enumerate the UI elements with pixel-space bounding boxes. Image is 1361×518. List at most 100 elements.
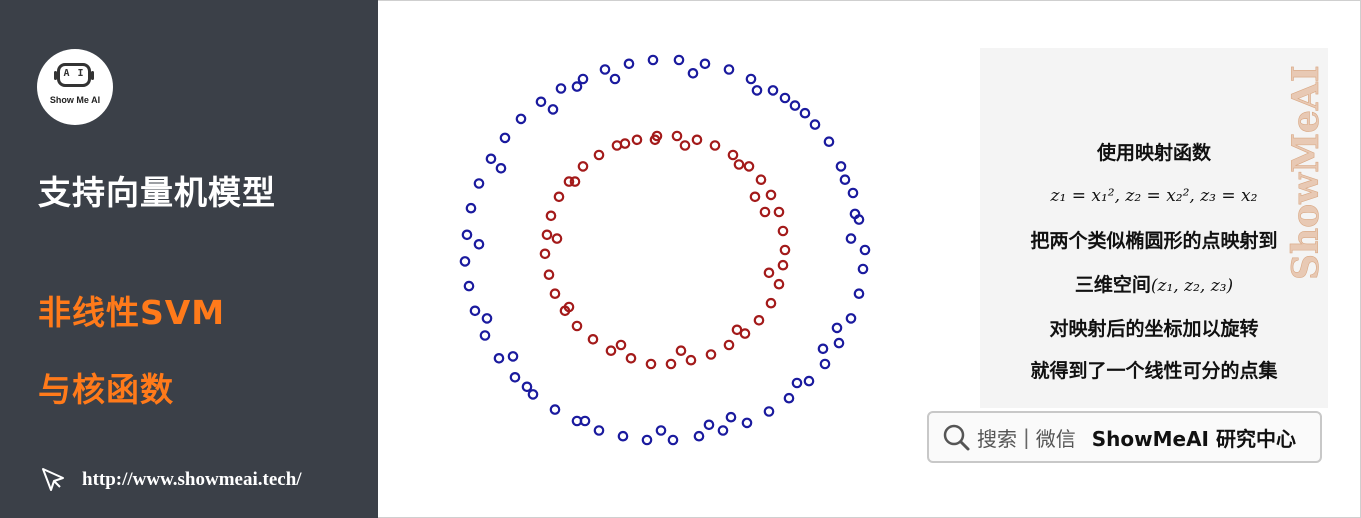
inner-ring-point	[755, 174, 767, 185]
outer-ring-point	[699, 58, 711, 70]
outer-ring-point	[623, 58, 635, 70]
inner-ring-point	[727, 149, 739, 161]
outer-ring-point	[779, 92, 791, 104]
inner-ring-point	[545, 210, 557, 222]
inner-ring-point	[625, 352, 637, 364]
inner-ring-point	[765, 189, 777, 201]
inner-ring-point	[733, 159, 745, 170]
outer-ring-point	[789, 100, 801, 111]
inner-ring-point	[541, 229, 553, 241]
section-title: 支持向量机模型	[38, 173, 276, 212]
outer-ring-point	[845, 313, 857, 324]
outer-ring-point	[549, 404, 561, 415]
explain-line-3-text: 三维空间	[1074, 274, 1151, 296]
svg-text:ShowMeAI: ShowMeAI	[1285, 65, 1327, 280]
inner-ring-point	[777, 259, 789, 271]
inner-ring-point	[569, 176, 581, 187]
outer-ring-point	[833, 337, 845, 349]
wechat-search-banner[interactable]: 搜索 | 微信 ShowMeAI 研究中心	[927, 411, 1322, 463]
wechat-label: 微信	[1035, 426, 1076, 451]
explain-line-4: 对映射后的坐标加以旋转	[1049, 318, 1259, 340]
explain-line-3: 三维空间(z₁, z₂, z₃)	[980, 270, 1328, 297]
showmeai-logo[interactable]: A I Show Me AI	[37, 49, 113, 125]
outer-ring-point	[783, 392, 795, 404]
website-link[interactable]: http://www.showmeai.tech/	[38, 465, 302, 495]
inner-ring-point	[563, 176, 575, 187]
outer-ring-point	[839, 174, 851, 185]
website-url[interactable]: http://www.showmeai.tech/	[82, 469, 302, 490]
topic-line-1: 非线性SVM	[38, 293, 226, 332]
outer-ring-point	[579, 415, 591, 427]
inner-ring-point	[753, 314, 765, 326]
outer-ring-point	[693, 430, 705, 442]
inner-ring-point	[671, 130, 683, 142]
outer-ring-point	[547, 104, 559, 115]
inner-ring-point	[779, 244, 791, 256]
inner-ring-point	[543, 269, 555, 280]
inner-ring-point	[691, 134, 703, 146]
sidebar: A I Show Me AI 支持向量机模型 非线性SVM 与核函数 http:…	[0, 0, 378, 518]
inner-ring-point	[645, 358, 657, 370]
outer-ring-point	[751, 85, 763, 96]
outer-ring-point	[767, 85, 779, 96]
outer-ring-point	[527, 389, 539, 400]
outer-ring-point	[499, 132, 511, 144]
inner-ring-point	[763, 267, 775, 279]
outer-ring-point	[741, 417, 753, 429]
outer-ring-point	[655, 425, 667, 436]
inner-ring-point	[665, 358, 677, 370]
inner-ring-point	[571, 320, 583, 332]
outer-ring-point	[819, 358, 831, 370]
logo-text: Show Me AI	[49, 95, 101, 105]
outer-ring-point	[463, 280, 475, 292]
inner-ring-point	[605, 345, 617, 356]
outer-ring-point	[673, 54, 685, 66]
outer-ring-point	[535, 96, 547, 108]
inner-ring-point	[773, 278, 785, 290]
outer-ring-point	[823, 136, 835, 147]
search-label: 搜索	[977, 426, 1017, 451]
outer-ring-point	[465, 202, 477, 214]
inner-ring-point	[723, 339, 735, 351]
inner-ring-point	[773, 206, 785, 218]
inner-ring-point	[777, 225, 789, 237]
cursor-pointer-icon	[42, 468, 64, 491]
outer-ring-point	[717, 425, 729, 436]
inner-ring-point	[731, 324, 743, 336]
inner-ring-point	[551, 233, 563, 244]
outer-ring-point	[723, 64, 735, 75]
inner-ring-point	[615, 339, 627, 351]
inner-ring-point	[679, 140, 691, 151]
scatter-plot	[400, 40, 960, 460]
inner-ring-point	[563, 301, 575, 313]
outer-ring-point	[641, 434, 653, 446]
outer-ring-point	[617, 430, 629, 442]
outer-ring-point	[507, 351, 519, 362]
outer-ring-point	[459, 256, 471, 267]
explain-line-5: 就得到了一个线性可分的点集	[1030, 360, 1278, 382]
outer-ring-point	[791, 377, 803, 389]
inner-ring-point	[709, 140, 721, 151]
explain-line-2: 把两个类似椭圆形的点映射到	[1030, 230, 1278, 252]
robot-face-icon: A I	[54, 63, 94, 87]
outer-ring-point	[831, 322, 843, 334]
mapping-formula: z₁ = x₁², z₂ = x₂², z₃ = x₂	[1050, 186, 1258, 206]
inner-ring-point	[549, 288, 561, 299]
inner-ring-point	[685, 354, 697, 366]
outer-ring-point	[687, 67, 699, 79]
outer-ring-point	[745, 73, 757, 85]
search-brand: ShowMeAI 研究中心	[1091, 426, 1296, 451]
search-icon	[943, 424, 970, 451]
outer-ring-point	[485, 153, 497, 165]
inner-ring-point	[675, 345, 687, 356]
outer-ring-point	[469, 305, 481, 317]
outer-ring-point	[473, 239, 485, 250]
inner-ring-point	[577, 161, 589, 172]
outer-ring-point	[853, 288, 865, 299]
inner-ring-point	[593, 149, 605, 161]
inner-ring-point	[759, 206, 771, 218]
outer-ring-point	[609, 73, 621, 85]
inner-ring-point	[749, 191, 761, 203]
scatter-svg	[459, 54, 871, 446]
outer-ring-point	[857, 263, 869, 275]
